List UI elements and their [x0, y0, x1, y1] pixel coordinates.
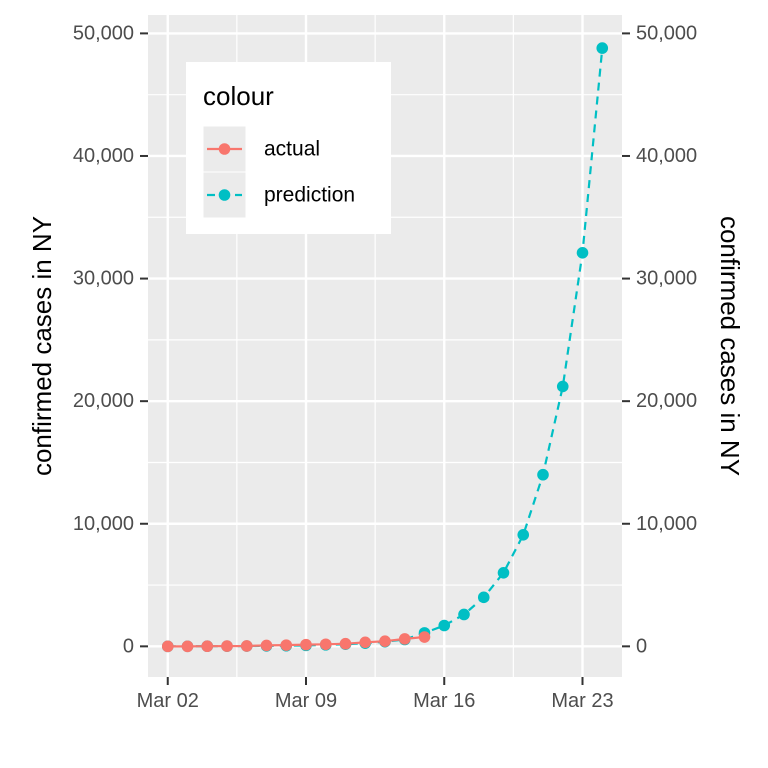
- data-point-actual: [280, 639, 293, 651]
- data-point-actual: [221, 640, 233, 652]
- left-y-tick-label: 20,000: [73, 390, 134, 412]
- right-y-tick-label: 50,000: [636, 22, 697, 44]
- left-y-tick-label: 0: [123, 635, 134, 657]
- data-point-actual: [161, 640, 174, 653]
- left-y-tick-label: 50,000: [73, 22, 134, 44]
- data-point-actual: [379, 635, 391, 648]
- data-point-prediction: [517, 528, 530, 541]
- data-point-prediction: [497, 566, 510, 579]
- data-point-actual: [181, 640, 194, 653]
- left-y-tick-label: 30,000: [73, 268, 134, 290]
- legend: colour actual prediction: [186, 62, 391, 234]
- legend-point-actual: [218, 143, 231, 155]
- x-tick-label: Mar 16: [413, 690, 475, 712]
- data-point-prediction: [477, 591, 490, 604]
- left-y-tick-label: 10,000: [73, 513, 134, 535]
- data-point-prediction: [576, 247, 589, 259]
- legend-title: colour: [203, 81, 274, 111]
- legend-point-prediction: [218, 189, 231, 201]
- data-point-prediction: [458, 608, 470, 621]
- data-point-prediction: [438, 619, 451, 632]
- data-point-actual: [418, 631, 431, 643]
- left-y-axis-title: confirmed cases in NY: [27, 216, 57, 476]
- series-layer: [161, 42, 609, 653]
- data-point-actual: [398, 633, 411, 645]
- legend-items: actual prediction: [202, 125, 355, 219]
- data-point-actual: [339, 637, 352, 650]
- x-tick-label: Mar 02: [137, 690, 199, 712]
- data-point-actual: [319, 638, 332, 651]
- right-y-tick-label: 10,000: [636, 513, 697, 535]
- x-tick-label: Mar 23: [551, 690, 613, 712]
- data-point-actual: [260, 639, 273, 652]
- legend-label-prediction: prediction: [264, 184, 355, 207]
- x-axis: Mar 02 Mar 09 Mar 16 Mar 23: [137, 677, 614, 712]
- data-point-actual: [359, 636, 372, 649]
- right-y-tick-label: 0: [636, 635, 647, 657]
- right-y-axis: 0 10,000 20,000 30,000 40,000 50,000: [622, 22, 697, 657]
- data-point-actual: [201, 640, 214, 653]
- x-tick-label: Mar 09: [275, 690, 337, 712]
- left-y-axis: 0 10,000 20,000 30,000 40,000 50,000: [73, 22, 148, 657]
- data-point-actual: [240, 640, 253, 652]
- data-point-prediction: [556, 380, 569, 393]
- right-y-tick-label: 40,000: [636, 145, 697, 167]
- right-y-axis-title: confirmed cases in NY: [715, 216, 745, 476]
- series-actual: [161, 631, 431, 653]
- data-point-prediction: [537, 468, 549, 481]
- right-y-tick-label: 30,000: [636, 268, 697, 290]
- data-point-actual: [300, 638, 312, 651]
- left-y-tick-label: 40,000: [73, 145, 134, 167]
- data-point-prediction: [596, 42, 609, 54]
- right-y-tick-label: 20,000: [636, 390, 697, 412]
- legend-label-actual: actual: [264, 138, 320, 161]
